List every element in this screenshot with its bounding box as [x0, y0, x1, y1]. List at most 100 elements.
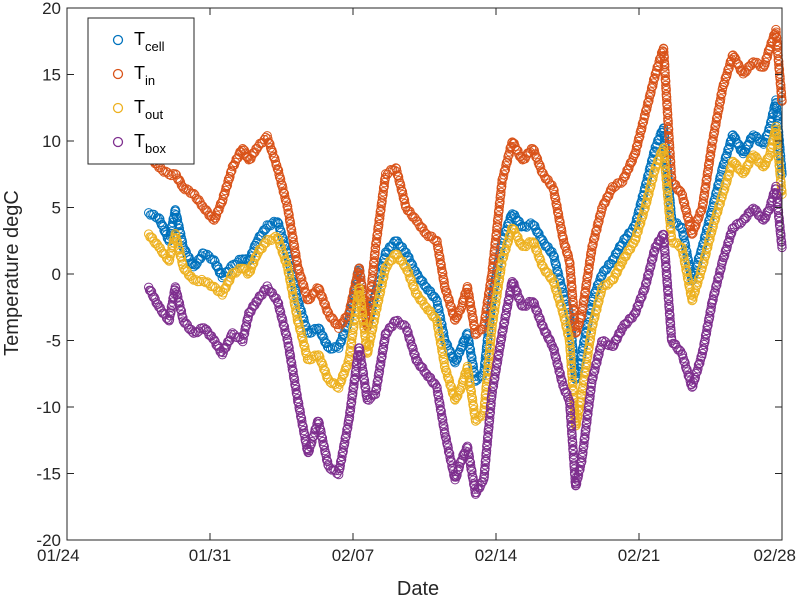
data-point: [698, 197, 708, 207]
data-point: [714, 178, 724, 189]
data-point: [438, 415, 448, 425]
data-point: [586, 248, 597, 258]
data-point: [349, 379, 359, 389]
data-point: [292, 257, 302, 267]
y-tick-label: -10: [36, 398, 61, 417]
data-point: [722, 68, 732, 79]
data-point: [659, 147, 669, 157]
data-point: [677, 243, 687, 254]
data-point: [402, 325, 412, 336]
data-point: [586, 327, 597, 338]
data-point: [224, 336, 234, 346]
data-point: [582, 357, 592, 368]
data-point: [663, 119, 673, 129]
data-point: [665, 218, 675, 228]
data-point: [588, 319, 598, 329]
data-point: [318, 436, 328, 447]
legend-label-out: Tout: [134, 97, 163, 122]
data-point: [659, 53, 669, 63]
data-point: [583, 405, 593, 415]
data-point: [690, 286, 700, 296]
data-point: [467, 466, 477, 476]
x-axis-label: Date: [397, 578, 439, 600]
data-point: [288, 233, 298, 244]
data-point: [297, 278, 307, 288]
data-point: [563, 392, 573, 402]
data-point: [398, 259, 409, 270]
data-point: [463, 363, 473, 373]
data-point: [433, 392, 444, 402]
x-tick-label: 02/07: [332, 546, 375, 565]
data-point: [401, 322, 411, 332]
data-point: [174, 175, 185, 185]
data-point: [432, 296, 442, 307]
data-point: [485, 346, 495, 356]
data-point: [346, 402, 356, 413]
data-point: [774, 162, 785, 173]
data-point: [680, 358, 690, 368]
data-point: [435, 254, 445, 265]
data-point: [695, 272, 705, 282]
data-point: [356, 295, 366, 305]
data-point: [544, 334, 555, 344]
data-point: [342, 360, 352, 371]
data-point: [469, 405, 479, 415]
data-point: [320, 366, 330, 376]
data-point: [666, 328, 676, 338]
data-point: [479, 469, 490, 479]
data-point: [640, 203, 650, 213]
data-point: [716, 263, 726, 273]
data-point: [449, 394, 460, 404]
data-point: [551, 194, 561, 205]
data-point: [775, 222, 785, 232]
data-point: [584, 339, 595, 349]
data-point: [442, 340, 453, 350]
data-point: [555, 218, 565, 228]
data-point: [761, 135, 771, 145]
data-point: [370, 243, 381, 253]
data-point: [665, 319, 676, 329]
data-point: [577, 350, 587, 360]
y-tick-label: 5: [52, 199, 61, 218]
data-point: [286, 279, 296, 289]
data-point: [375, 286, 386, 297]
data-point: [374, 219, 384, 230]
data-point: [316, 427, 326, 438]
data-point: [662, 281, 673, 291]
data-point: [618, 177, 628, 187]
data-point: [695, 207, 705, 218]
data-point: [452, 470, 462, 480]
data-point: [697, 348, 707, 359]
data-point: [720, 77, 730, 88]
data-point: [346, 337, 357, 347]
data-point: [659, 56, 669, 67]
data-point: [549, 345, 559, 355]
data-point: [304, 445, 314, 456]
data-point: [711, 117, 721, 127]
data-point: [337, 331, 348, 341]
data-point: [308, 351, 318, 362]
data-point: [164, 255, 175, 265]
data-point: [297, 274, 307, 284]
data-point: [567, 431, 577, 441]
data-point: [501, 308, 511, 319]
data-point: [224, 276, 234, 287]
data-point: [642, 277, 652, 287]
data-point: [700, 334, 710, 345]
data-point: [449, 310, 459, 320]
data-point: [711, 213, 721, 223]
data-point: [664, 133, 674, 144]
data-point: [380, 333, 390, 344]
data-point: [712, 187, 722, 197]
data-point: [398, 190, 408, 200]
data-point: [218, 194, 228, 205]
data-point: [164, 314, 175, 325]
data-point: [453, 390, 463, 401]
data-point: [285, 352, 296, 362]
data-point: [699, 257, 709, 267]
data-point: [493, 279, 504, 289]
data-point: [772, 36, 782, 47]
data-point: [599, 280, 609, 291]
data-point: [289, 293, 299, 303]
data-point: [274, 219, 284, 229]
